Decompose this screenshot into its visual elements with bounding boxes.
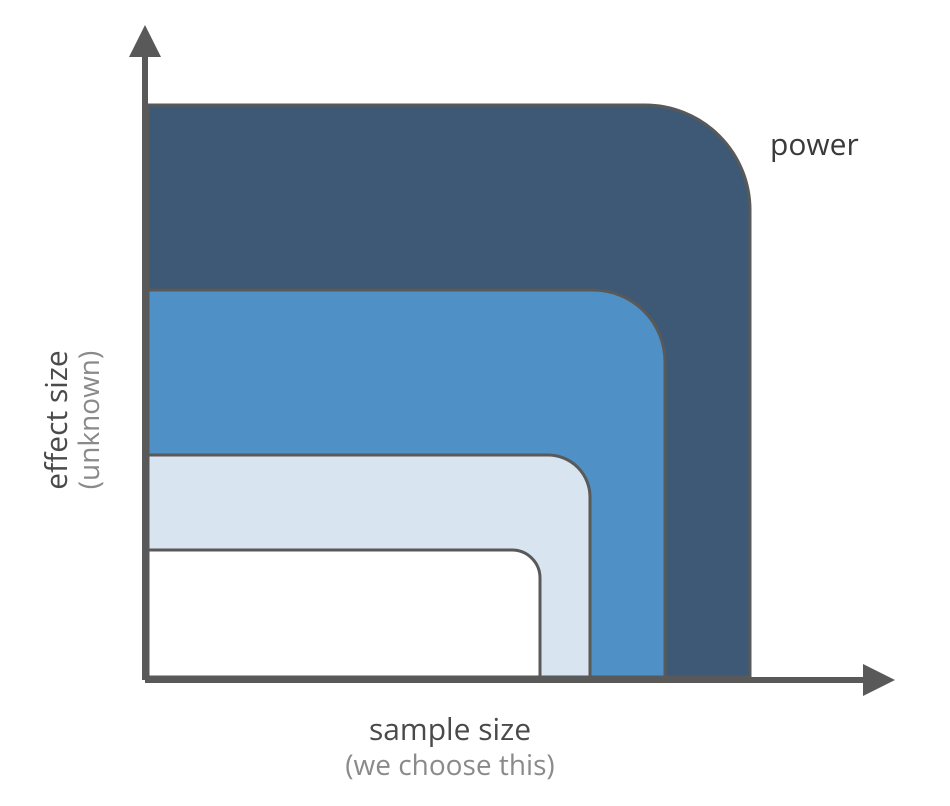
y-axis-arrow-icon (129, 25, 161, 57)
x-axis-label: sample size (we choose this) (345, 708, 554, 784)
x-axis-main: sample size (369, 708, 531, 749)
power-label: power (770, 123, 859, 164)
power-band-core (148, 550, 540, 677)
x-axis-arrow-icon (863, 664, 895, 696)
power-bands (148, 105, 750, 677)
x-axis-sub: (we choose this) (345, 746, 554, 784)
y-axis-label: effect size (unknown) (35, 350, 108, 490)
y-axis-sub: (unknown) (70, 351, 108, 489)
power-diagram: power effect size (unknown) sample size … (0, 0, 950, 806)
